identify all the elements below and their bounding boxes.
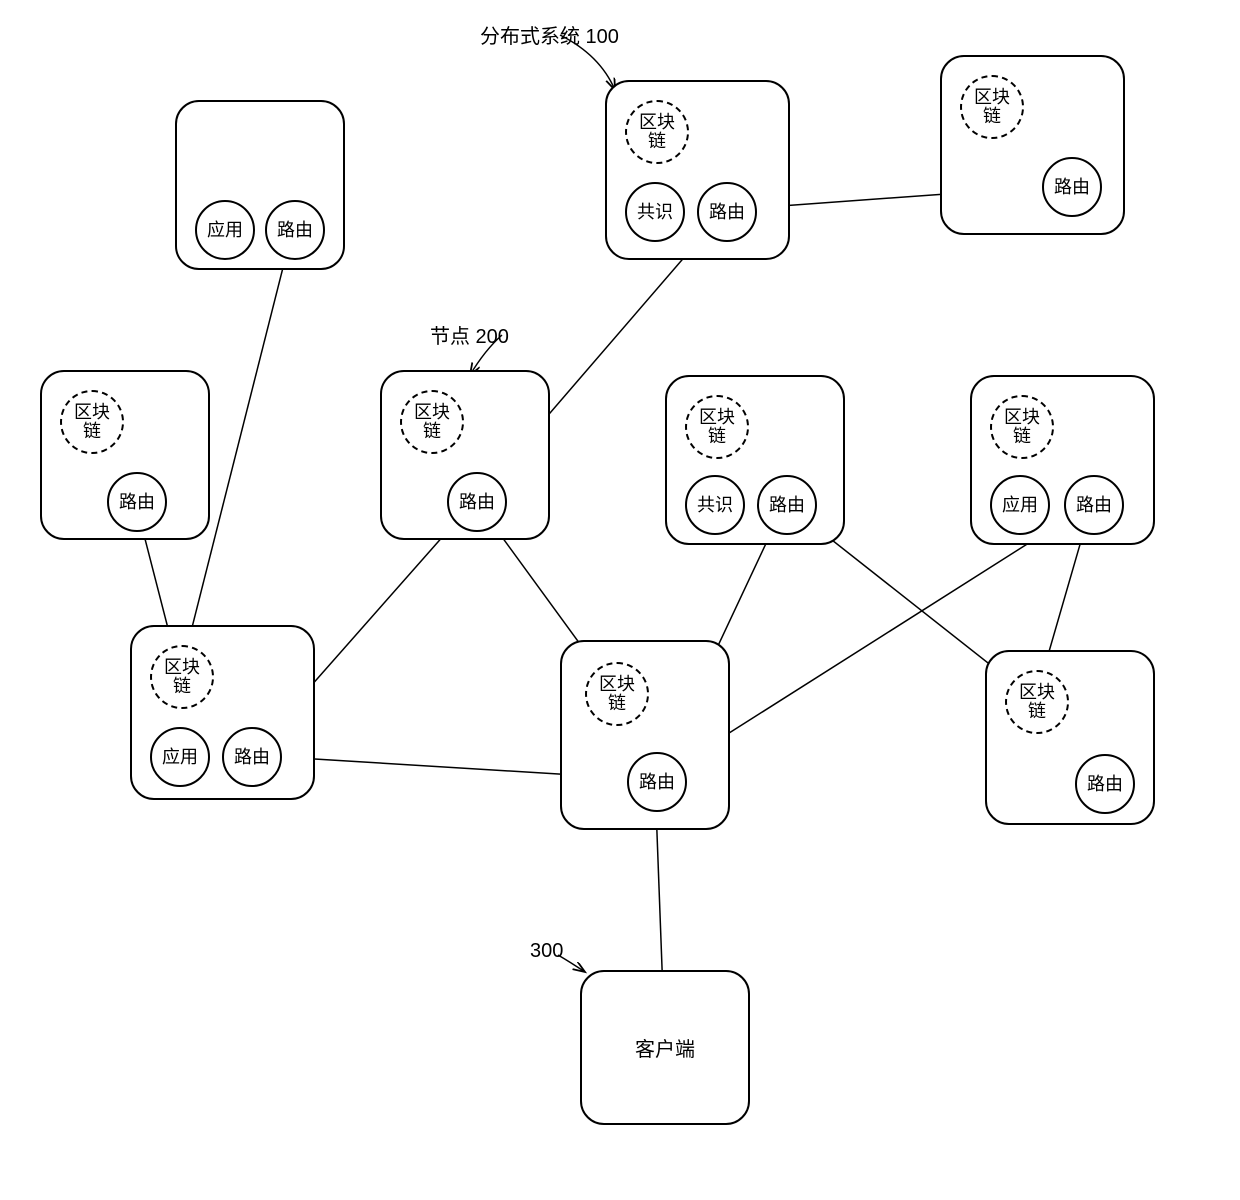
circle-blockchain: 区块 链 <box>625 100 689 164</box>
circle-routing: 路由 <box>1064 475 1124 535</box>
node-n6: 区块 链共识路由 <box>665 375 845 545</box>
circle-app: 应用 <box>195 200 255 260</box>
circle-blockchain: 区块 链 <box>585 662 649 726</box>
node-n9: 区块 链路由 <box>560 640 730 830</box>
circle-routing: 路由 <box>627 752 687 812</box>
circle-blockchain: 区块 链 <box>990 395 1054 459</box>
circle-routing: 路由 <box>697 182 757 242</box>
circle-routing: 路由 <box>222 727 282 787</box>
circle-app: 应用 <box>990 475 1050 535</box>
circle-routing: 路由 <box>757 475 817 535</box>
circle-blockchain: 区块 链 <box>1005 670 1069 734</box>
node-n10: 区块 链路由 <box>985 650 1155 825</box>
node-n5: 区块 链路由 <box>380 370 550 540</box>
circle-consensus: 共识 <box>625 182 685 242</box>
client-text: 客户端 <box>582 972 748 1123</box>
node-n2: 区块 链共识路由 <box>605 80 790 260</box>
circle-routing: 路由 <box>1075 754 1135 814</box>
circle-blockchain: 区块 链 <box>60 390 124 454</box>
circle-routing: 路由 <box>447 472 507 532</box>
circle-blockchain: 区块 链 <box>685 395 749 459</box>
node-n1: 应用路由 <box>175 100 345 270</box>
node-n3: 区块 链路由 <box>940 55 1125 235</box>
edge <box>1044 532 1084 669</box>
node-n7: 区块 链应用路由 <box>970 375 1155 545</box>
circle-blockchain: 区块 链 <box>150 645 214 709</box>
circle-routing: 路由 <box>265 200 325 260</box>
node-n8: 区块 链应用路由 <box>130 625 315 800</box>
circle-blockchain: 区块 链 <box>960 75 1024 139</box>
circle-routing: 路由 <box>1042 157 1102 217</box>
circle-blockchain: 区块 链 <box>400 390 464 454</box>
circle-routing: 路由 <box>107 472 167 532</box>
diagram-canvas: 分布式系统 100 节点 200 300 应用路由区块 链共识路由区块 链路由区… <box>0 0 1240 1200</box>
edge <box>809 522 1010 681</box>
node-n11: 客户端 <box>580 970 750 1125</box>
circle-consensus: 共识 <box>685 475 745 535</box>
circle-app: 应用 <box>150 727 210 787</box>
node-n4: 区块 链路由 <box>40 370 210 540</box>
